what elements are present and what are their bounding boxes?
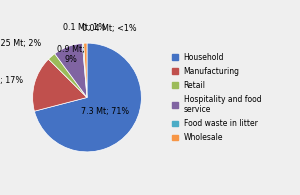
Text: 0.04 Mt; <1%: 0.04 Mt; <1%: [82, 24, 136, 33]
Wedge shape: [33, 59, 87, 111]
Wedge shape: [84, 43, 87, 98]
Wedge shape: [55, 43, 87, 98]
Text: 7.3 Mt; 71%: 7.3 Mt; 71%: [81, 107, 129, 116]
Text: 0.25 Mt; 2%: 0.25 Mt; 2%: [0, 39, 41, 48]
Text: 1.7 Mt; 17%: 1.7 Mt; 17%: [0, 76, 23, 85]
Wedge shape: [34, 43, 141, 152]
Text: 0.1 Mt; 1%: 0.1 Mt; 1%: [63, 23, 106, 32]
Text: 0.9 Mt;
9%: 0.9 Mt; 9%: [57, 44, 85, 64]
Legend: Household, Manufacturing, Retail, Hospitality and food
service, Food waste in li: Household, Manufacturing, Retail, Hospit…: [172, 53, 261, 142]
Wedge shape: [82, 43, 87, 98]
Wedge shape: [49, 54, 87, 98]
